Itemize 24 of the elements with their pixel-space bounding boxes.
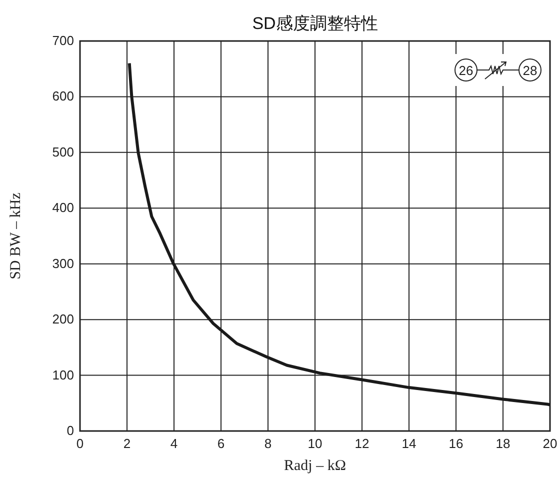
y-tick-label: 200 bbox=[52, 312, 74, 327]
y-tick-label: 100 bbox=[52, 367, 74, 382]
x-tick-label: 12 bbox=[354, 436, 370, 451]
x-tick-label: 20 bbox=[542, 436, 558, 451]
annotation: 26 bbox=[458, 63, 474, 78]
x-tick-label: 10 bbox=[308, 436, 322, 451]
x-tick-label: 6 bbox=[217, 436, 225, 451]
x-axis-title: Radj – kΩ bbox=[284, 458, 346, 474]
y-axis-title: SD BW – kHz bbox=[8, 192, 24, 280]
y-tick-label: 700 bbox=[52, 33, 74, 48]
x-tick-label: 8 bbox=[264, 436, 272, 451]
x-tick-label: 4 bbox=[170, 436, 178, 451]
y-tick-label: 400 bbox=[52, 200, 74, 216]
annotation: 28 bbox=[522, 63, 538, 78]
x-tick-label: 0 bbox=[76, 436, 84, 451]
chart-title: SD感度調整特性 bbox=[252, 14, 378, 33]
x-tick-label: 14 bbox=[402, 436, 416, 451]
y-tick-label: 600 bbox=[52, 88, 74, 104]
x-tick-label: 2 bbox=[123, 436, 131, 451]
x-tick-label: 18 bbox=[496, 436, 510, 451]
y-tick-label: 0 bbox=[66, 423, 74, 438]
y-tick-label: 300 bbox=[52, 256, 74, 271]
x-tick-label: 16 bbox=[448, 436, 464, 451]
y-tick-label: 500 bbox=[52, 144, 74, 160]
